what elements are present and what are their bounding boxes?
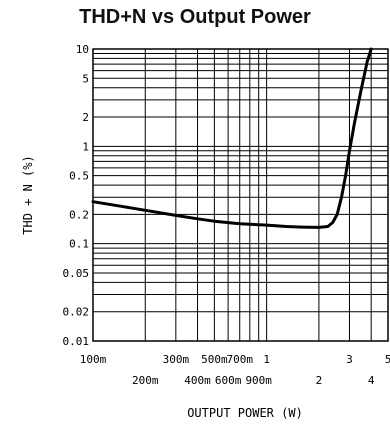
x-tick-label: 300m bbox=[163, 353, 190, 366]
x-tick-label: 700m bbox=[226, 353, 253, 366]
thd-curve bbox=[91, 47, 373, 229]
x-axis-label: OUTPUT POWER (W) bbox=[187, 406, 303, 420]
plot-frame bbox=[92, 48, 389, 342]
x-tick-label: 500m bbox=[201, 353, 228, 366]
y-tick-label: 0.5 bbox=[69, 170, 89, 183]
y-tick-label: 0.1 bbox=[69, 238, 89, 251]
y-tick-label: 0.05 bbox=[63, 267, 90, 280]
x-tick-label: 100m bbox=[80, 353, 107, 366]
y-tick-label: 0.02 bbox=[63, 306, 90, 319]
y-axis-label: THD + N (%) bbox=[21, 155, 35, 234]
x-tick-label: 600m bbox=[215, 374, 242, 387]
x-tick-label: 3 bbox=[346, 353, 353, 366]
y-tick-label: 5 bbox=[82, 72, 89, 85]
x-tick-label: 400m bbox=[184, 374, 211, 387]
x-tick-label: 200m bbox=[132, 374, 159, 387]
y-tick-label: 2 bbox=[82, 111, 89, 124]
chart-title: THD+N vs Output Power bbox=[79, 6, 311, 28]
x-tick-label: 2 bbox=[316, 374, 323, 387]
y-tick-label: 1 bbox=[82, 140, 89, 153]
x-tick-label: 4 bbox=[368, 374, 375, 387]
grid bbox=[92, 48, 389, 342]
x-tick-label: 1 bbox=[263, 353, 270, 366]
y-tick-labels: 10 5 2 1 0.5 0.2 0.1 0.05 0.02 0.01 bbox=[63, 43, 90, 348]
x-tick-label: 5 bbox=[385, 353, 390, 366]
y-tick-label: 0.2 bbox=[69, 208, 89, 221]
y-tick-label: 10 bbox=[76, 43, 89, 56]
x-tick-label: 900m bbox=[245, 374, 272, 387]
y-tick-label: 0.01 bbox=[63, 335, 90, 348]
